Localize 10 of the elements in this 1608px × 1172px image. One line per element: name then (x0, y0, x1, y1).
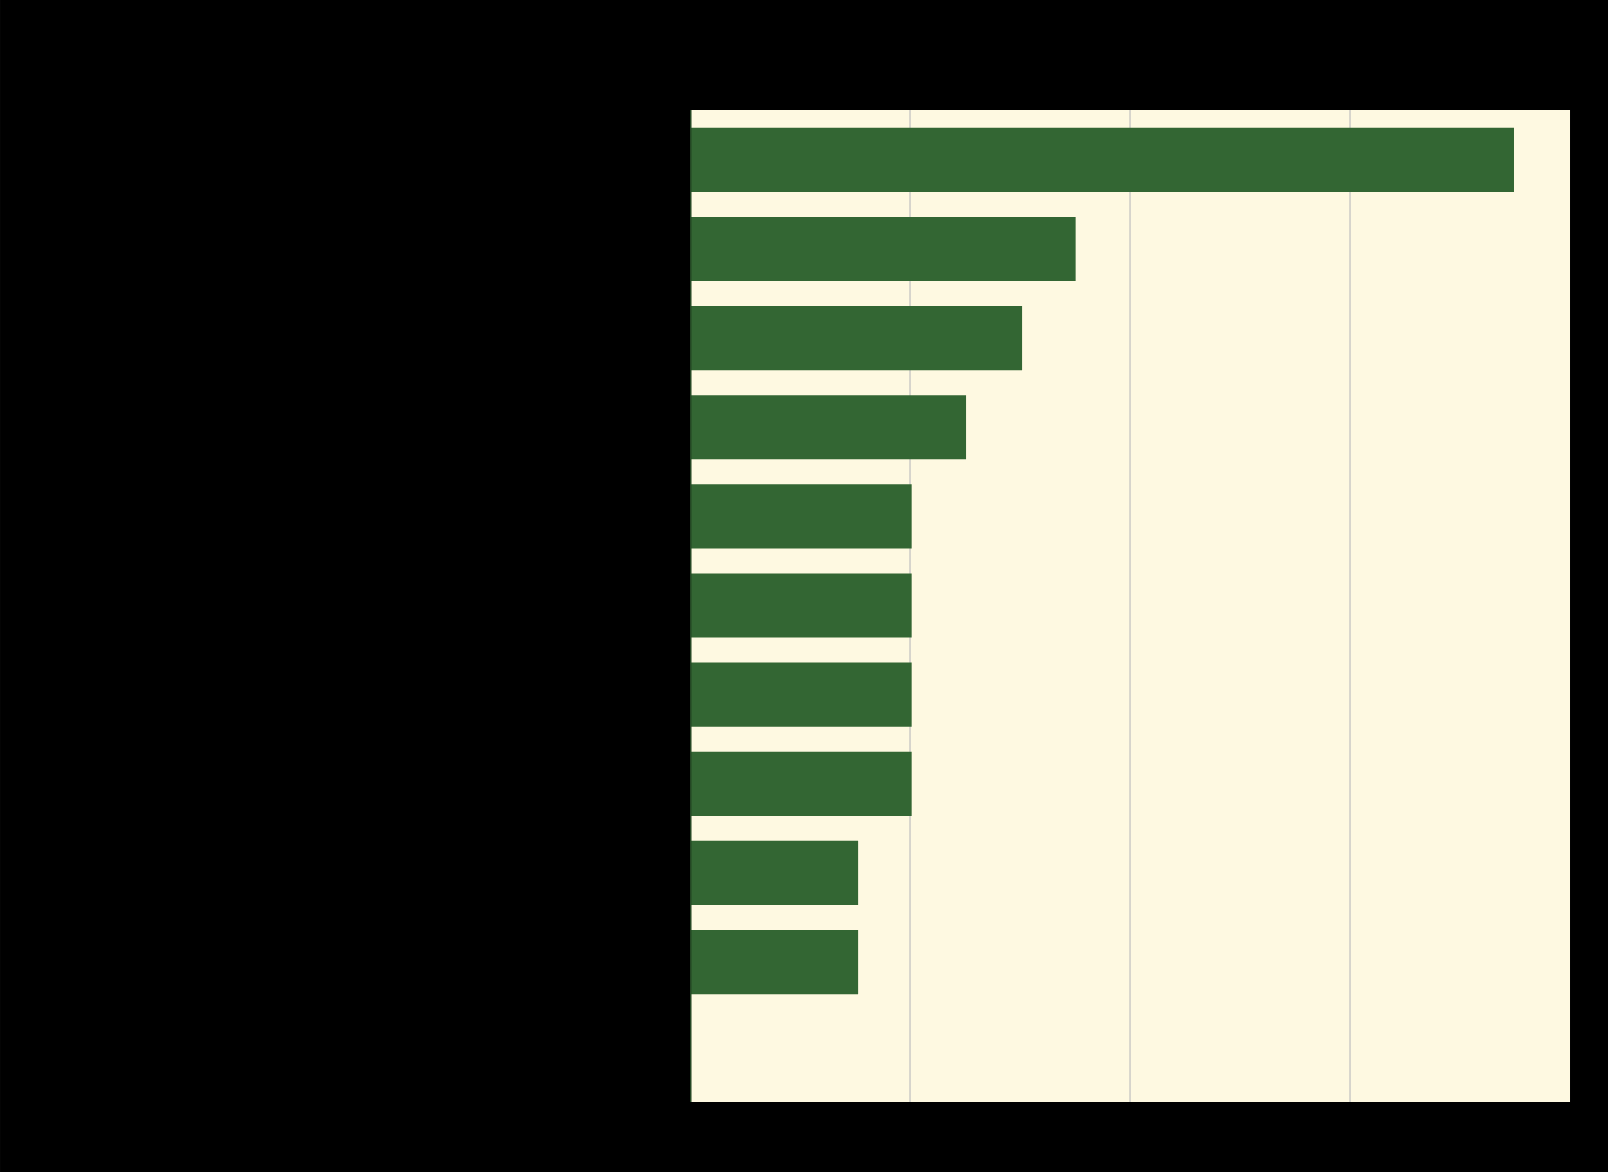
bar (690, 127, 1514, 192)
bar (690, 306, 1023, 371)
bar (690, 395, 967, 460)
bar (690, 484, 912, 549)
bar (690, 216, 1076, 282)
bar (690, 840, 859, 906)
bar (690, 751, 912, 816)
bar (690, 929, 859, 995)
bar (690, 662, 912, 727)
bar (690, 573, 912, 638)
